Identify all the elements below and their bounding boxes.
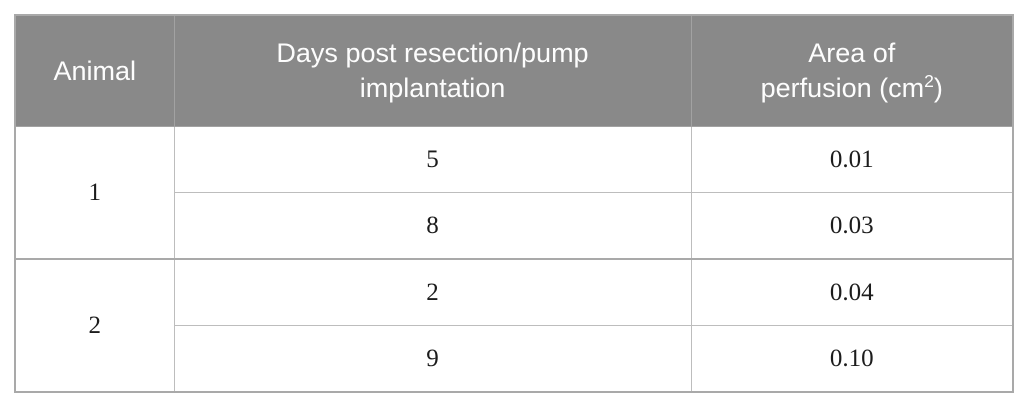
table-row-animal1-entry1: 1 5 0.01 bbox=[14, 126, 1014, 260]
area-cell: 0.10 bbox=[690, 325, 1014, 393]
perfusion-table-container: Animal Days post resection/pump implanta… bbox=[14, 14, 1014, 393]
area-cell: 0.03 bbox=[690, 192, 1014, 260]
animal-header-label: Animal bbox=[53, 55, 137, 86]
column-header-days: Days post resection/pump implantation bbox=[173, 14, 692, 127]
header-row: Animal Days post resection/pump implanta… bbox=[14, 14, 1014, 127]
table-row-animal2-entry1: 2 2 0.04 bbox=[14, 258, 1014, 393]
days-cell: 2 bbox=[173, 258, 692, 326]
animal-cell-1: 1 bbox=[14, 126, 175, 260]
table-row-animal2-entry2: 9 0.10 bbox=[15, 325, 1014, 393]
column-header-area: Area of perfusion (cm2) bbox=[690, 14, 1014, 127]
area-header-superscript: 2 bbox=[924, 71, 934, 92]
animal-cell-2: 2 bbox=[14, 258, 175, 393]
area-cell: 0.04 bbox=[690, 258, 1014, 326]
area-header-line2-text: perfusion (cm bbox=[760, 73, 925, 103]
days-cell: 9 bbox=[173, 325, 692, 393]
table-header: Animal Days post resection/pump implanta… bbox=[14, 14, 1014, 127]
area-header-line1: Area of bbox=[808, 38, 896, 69]
days-header-line1: Days post resection/pump bbox=[276, 38, 589, 69]
area-cell: 0.01 bbox=[690, 126, 1014, 193]
table-row-animal1-entry2: 8 0.03 bbox=[15, 192, 1014, 260]
column-header-animal: Animal bbox=[14, 14, 175, 127]
area-header-line2: perfusion (cm2) bbox=[700, 71, 1005, 106]
days-cell: 5 bbox=[173, 126, 692, 193]
perfusion-table: Animal Days post resection/pump implanta… bbox=[14, 14, 1014, 393]
days-header-line2: implantation bbox=[359, 73, 506, 103]
days-cell: 8 bbox=[173, 192, 692, 260]
table-body: 1 5 0.01 8 0.03 2 2 0.04 9 0.10 bbox=[14, 126, 1014, 393]
area-header-close-paren: ) bbox=[933, 73, 943, 103]
